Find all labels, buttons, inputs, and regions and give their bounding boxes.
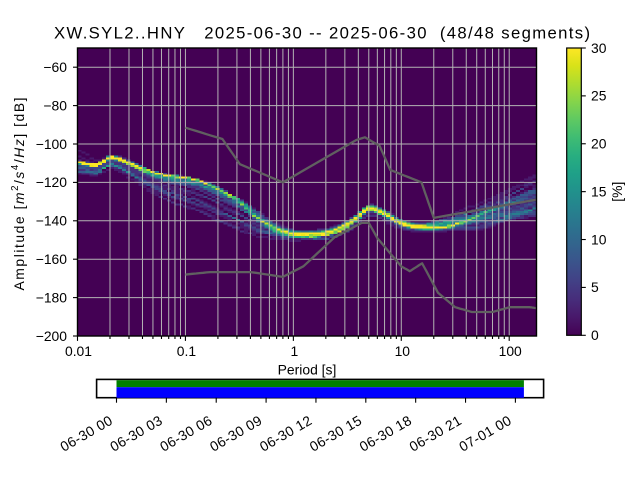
svg-text:15: 15: [591, 183, 607, 199]
svg-text:5: 5: [591, 279, 599, 295]
svg-text:30: 30: [591, 40, 607, 56]
svg-text:−120: −120: [36, 174, 68, 190]
svg-text:10: 10: [395, 343, 411, 359]
svg-text:0.1: 0.1: [177, 343, 197, 359]
svg-text:XW.SYL2..HNY 2025-06-30 -- 2: XW.SYL2..HNY 2025-06-30 -- 2025-06-30 (4…: [54, 24, 590, 43]
svg-text:−80: −80: [43, 97, 67, 113]
svg-text:−100: −100: [36, 136, 68, 152]
svg-text:−60: −60: [43, 59, 67, 75]
svg-text:0: 0: [591, 327, 599, 343]
svg-text:20: 20: [591, 136, 607, 152]
svg-text:Amplitude [m2/s4/Hz] [dB]: Amplitude [m2/s4/Hz] [dB]: [10, 98, 27, 291]
svg-text:[%]: [%]: [609, 182, 625, 202]
svg-text:−200: −200: [36, 328, 68, 344]
svg-text:25: 25: [591, 88, 607, 104]
svg-text:100: 100: [499, 343, 522, 359]
svg-text:−160: −160: [36, 251, 68, 267]
svg-text:1: 1: [291, 343, 299, 359]
svg-text:Period [s]: Period [s]: [278, 362, 337, 378]
svg-text:−180: −180: [36, 289, 68, 305]
svg-text:0.01: 0.01: [65, 343, 92, 359]
svg-text:10: 10: [591, 231, 607, 247]
svg-text:−140: −140: [36, 213, 68, 229]
